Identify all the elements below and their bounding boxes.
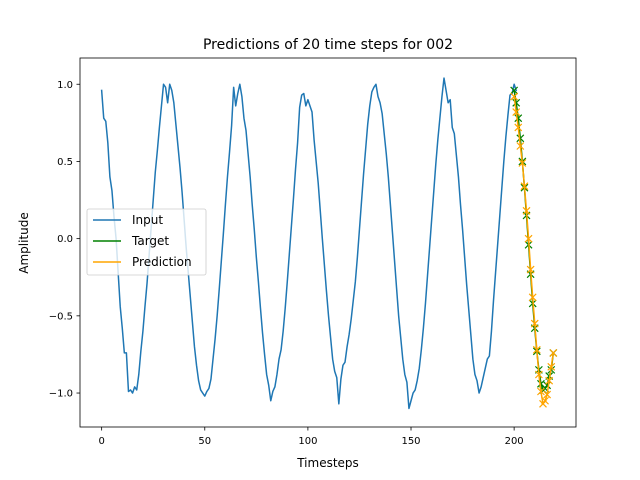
prediction-point-marker bbox=[514, 123, 523, 132]
target-point-marker bbox=[514, 114, 523, 123]
prediction-point-marker bbox=[543, 390, 552, 399]
prediction-point-marker bbox=[528, 293, 537, 302]
prediction-point-marker bbox=[534, 370, 543, 379]
legend-label-input: Input bbox=[132, 213, 163, 227]
prediction-point-marker bbox=[522, 206, 531, 215]
prediction-point-marker bbox=[520, 182, 529, 191]
prediction-point-marker bbox=[526, 265, 535, 274]
prediction-point-marker bbox=[524, 234, 533, 243]
prediction-point-marker bbox=[516, 142, 525, 150]
input-series-line bbox=[100, 77, 518, 410]
axes-frame bbox=[79, 57, 577, 428]
prediction-point-marker bbox=[545, 376, 554, 385]
y-tick-label: 1.0 bbox=[57, 80, 73, 91]
series-layer bbox=[100, 77, 558, 410]
prediction-point-marker bbox=[547, 362, 556, 371]
x-tick-label: 200 bbox=[505, 436, 524, 447]
prediction-point-marker bbox=[549, 348, 558, 357]
prediction-point-marker bbox=[512, 108, 521, 116]
prediction-point-marker bbox=[532, 345, 541, 354]
prediction-point-marker bbox=[518, 159, 527, 167]
legend-box bbox=[86, 208, 207, 276]
y-axis-label: Amplitude bbox=[17, 212, 31, 274]
y-tick-label: 0.0 bbox=[57, 234, 73, 245]
legend-label-target: Target bbox=[131, 234, 169, 248]
legend: Input Target Prediction bbox=[86, 208, 207, 276]
x-tick-label: 150 bbox=[401, 436, 420, 447]
x-tick-label: 0 bbox=[98, 436, 104, 447]
chart-title: Predictions of 20 time steps for 002 bbox=[203, 37, 453, 53]
target-point-marker bbox=[516, 134, 525, 143]
y-tick-label: −0.5 bbox=[49, 311, 73, 322]
target-point-marker bbox=[512, 98, 521, 107]
prediction-point-marker bbox=[510, 92, 519, 101]
x-tick-label: 100 bbox=[298, 436, 317, 447]
y-tick-label: −1.0 bbox=[49, 389, 73, 400]
prediction-point-marker bbox=[530, 319, 539, 328]
prediction-point-marker bbox=[541, 396, 549, 405]
prediction-point-marker bbox=[537, 387, 545, 396]
target-point-marker bbox=[510, 86, 519, 95]
axes-layer: 0 50 100 150 200 −1.0 −0.5 0.0 0.5 1.0 bbox=[49, 57, 577, 447]
x-tick-label: 50 bbox=[198, 436, 211, 447]
legend-label-prediction: Prediction bbox=[132, 255, 192, 269]
y-tick-label: 0.5 bbox=[57, 157, 73, 168]
x-axis-label: Timesteps bbox=[296, 456, 359, 470]
